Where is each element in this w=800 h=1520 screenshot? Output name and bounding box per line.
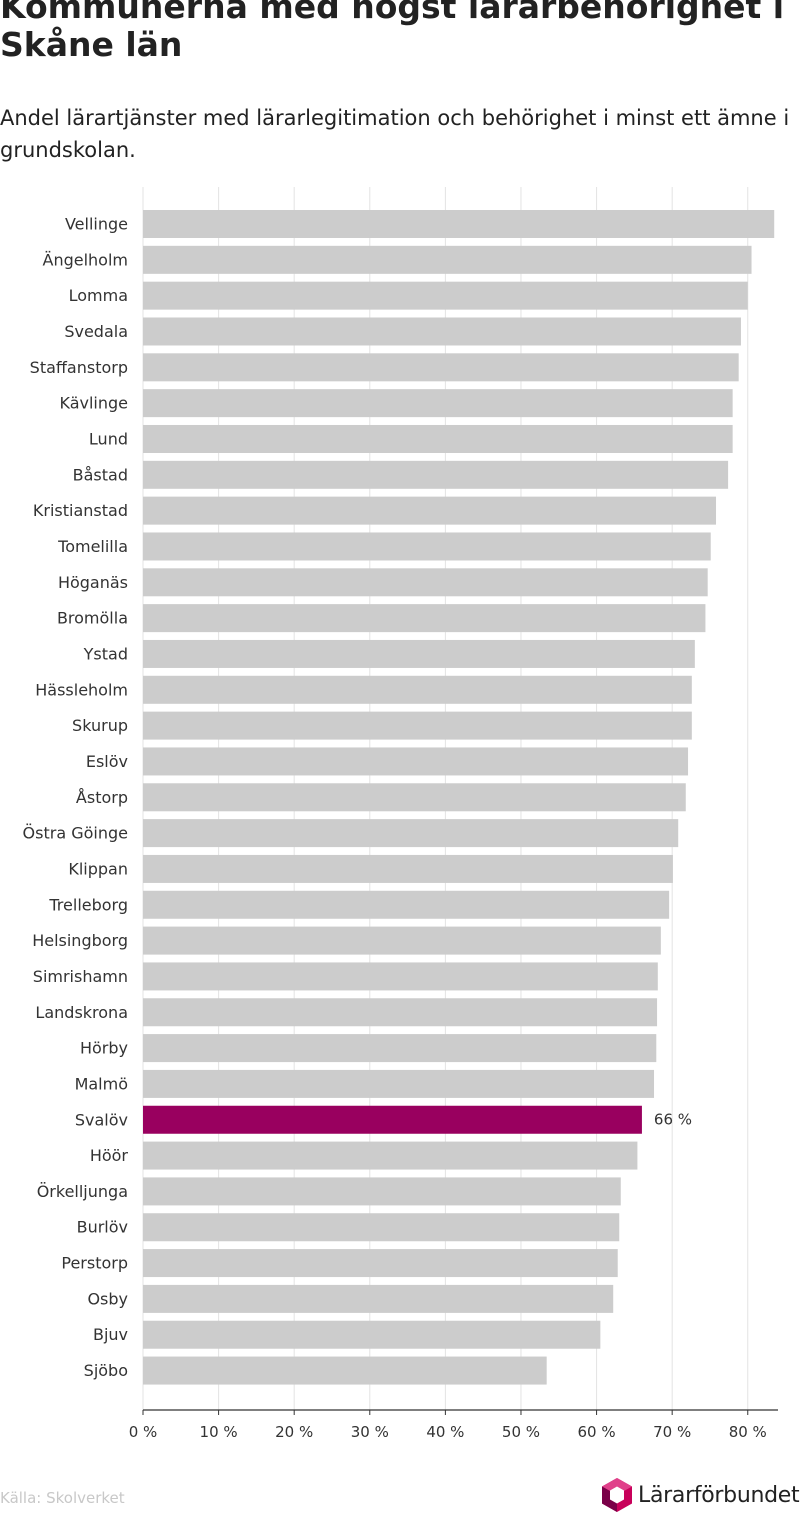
x-tick-label: 20 %: [275, 1423, 313, 1441]
data-label: 66 %: [654, 1110, 692, 1128]
bar-Burlöv: [143, 1213, 620, 1242]
x-tick-label: 80 %: [729, 1423, 767, 1441]
brand-logo: Lärarförbundet: [602, 1478, 800, 1512]
category-label: Simrishamn: [33, 967, 128, 986]
bars: [143, 210, 775, 1385]
bar-Klippan: [143, 854, 673, 883]
source-note: Källa: Skolverket: [0, 1489, 125, 1507]
category-label: Klippan: [68, 859, 128, 878]
bar-Osby: [143, 1284, 614, 1313]
category-label: Höganäs: [58, 573, 128, 592]
bar-Lomma: [143, 281, 748, 310]
bar-Ängelholm: [143, 245, 752, 274]
hexagon-logo-icon: [602, 1478, 632, 1512]
category-label: Osby: [87, 1289, 128, 1308]
bar-Sjöbo: [143, 1356, 547, 1385]
category-label: Örkelljunga: [37, 1182, 128, 1201]
bar-Ystad: [143, 639, 695, 668]
category-label: Hässleholm: [35, 680, 128, 699]
category-label: Eslöv: [86, 752, 128, 771]
bar-Tomelilla: [143, 532, 711, 561]
category-label: Kävlinge: [59, 394, 128, 413]
bar-Lund: [143, 424, 733, 453]
bar-chart: Vellinge Ängelholm Lomma Svedala Staffanstor…: [23, 187, 778, 1441]
bar-Staffanstorp: [143, 353, 739, 382]
bar-Landskrona: [143, 998, 658, 1027]
category-label: Lomma: [69, 286, 128, 305]
x-tick-label: 0 %: [129, 1423, 158, 1441]
bar-Åstorp: [143, 783, 686, 812]
x-tick-label: 10 %: [200, 1423, 238, 1441]
category-label: Vellinge: [65, 215, 128, 234]
category-label: Höör: [90, 1146, 129, 1165]
category-label: Malmö: [75, 1074, 128, 1093]
bar-Hässleholm: [143, 675, 692, 704]
x-tick-label: 50 %: [502, 1423, 540, 1441]
chart-subtitle: Andel lärartjänster med lärarlegitimatio…: [0, 106, 790, 162]
bar-Svedala: [143, 317, 741, 346]
category-label: Trelleborg: [48, 895, 128, 914]
category-label: Åstorp: [76, 788, 128, 807]
category-label: Östra Göinge: [23, 824, 128, 843]
bar-Bjuv: [143, 1320, 601, 1349]
category-label: Kristianstad: [33, 501, 128, 520]
category-label: Perstorp: [61, 1254, 128, 1273]
category-label: Svalöv: [75, 1110, 128, 1129]
category-label: Landskrona: [35, 1003, 128, 1022]
category-label: Tomelilla: [57, 537, 128, 556]
bar-Malmö: [143, 1069, 655, 1098]
bar-Kävlinge: [143, 389, 733, 418]
x-tick-label: 40 %: [426, 1423, 464, 1441]
bar-Östra Göinge: [143, 819, 679, 848]
bar-Svalöv: [143, 1105, 642, 1134]
category-label: Hörby: [80, 1039, 128, 1058]
bar-Hörby: [143, 1034, 657, 1063]
category-label: Sjöbo: [84, 1361, 128, 1380]
x-tick-label: 60 %: [578, 1423, 616, 1441]
category-label: Båstad: [73, 465, 128, 484]
category-label: Helsingborg: [32, 931, 128, 950]
bar-Vellinge: [143, 210, 775, 238]
bar-Höör: [143, 1141, 638, 1170]
x-axis: 0 % 10 % 20 % 30 % 40 % 50 % 60 % 70 % 80 %: [129, 1409, 778, 1441]
bar-Helsingborg: [143, 926, 661, 955]
category-label: Ängelholm: [43, 250, 129, 269]
bar-Skurup: [143, 711, 692, 740]
category-label: Lund: [89, 429, 128, 448]
bar-Båstad: [143, 460, 729, 489]
bar-Örkelljunga: [143, 1177, 621, 1206]
x-tick-label: 70 %: [653, 1423, 691, 1441]
category-label: Bjuv: [93, 1325, 128, 1344]
category-label: Ystad: [83, 644, 128, 663]
chart-title: Kommunerna med högst lärarbehörighet i S…: [0, 0, 785, 64]
bar-Höganäs: [143, 568, 708, 597]
category-label: Bromölla: [57, 609, 128, 628]
x-tick-label: 30 %: [351, 1423, 389, 1441]
category-label: Svedala: [64, 322, 128, 341]
bar-Kristianstad: [143, 496, 717, 525]
bar-Bromölla: [143, 604, 706, 633]
category-label: Burlöv: [77, 1218, 128, 1237]
bar-Trelleborg: [143, 890, 670, 919]
category-labels: Vellinge Ängelholm Lomma Svedala Staffanstor…: [23, 215, 692, 1381]
bar-Eslöv: [143, 747, 689, 776]
bar-Simrishamn: [143, 962, 658, 991]
bar-Perstorp: [143, 1249, 618, 1278]
brand-name: Lärarförbundet: [638, 1482, 800, 1508]
category-label: Skurup: [72, 716, 128, 735]
category-label: Staffanstorp: [30, 358, 128, 377]
